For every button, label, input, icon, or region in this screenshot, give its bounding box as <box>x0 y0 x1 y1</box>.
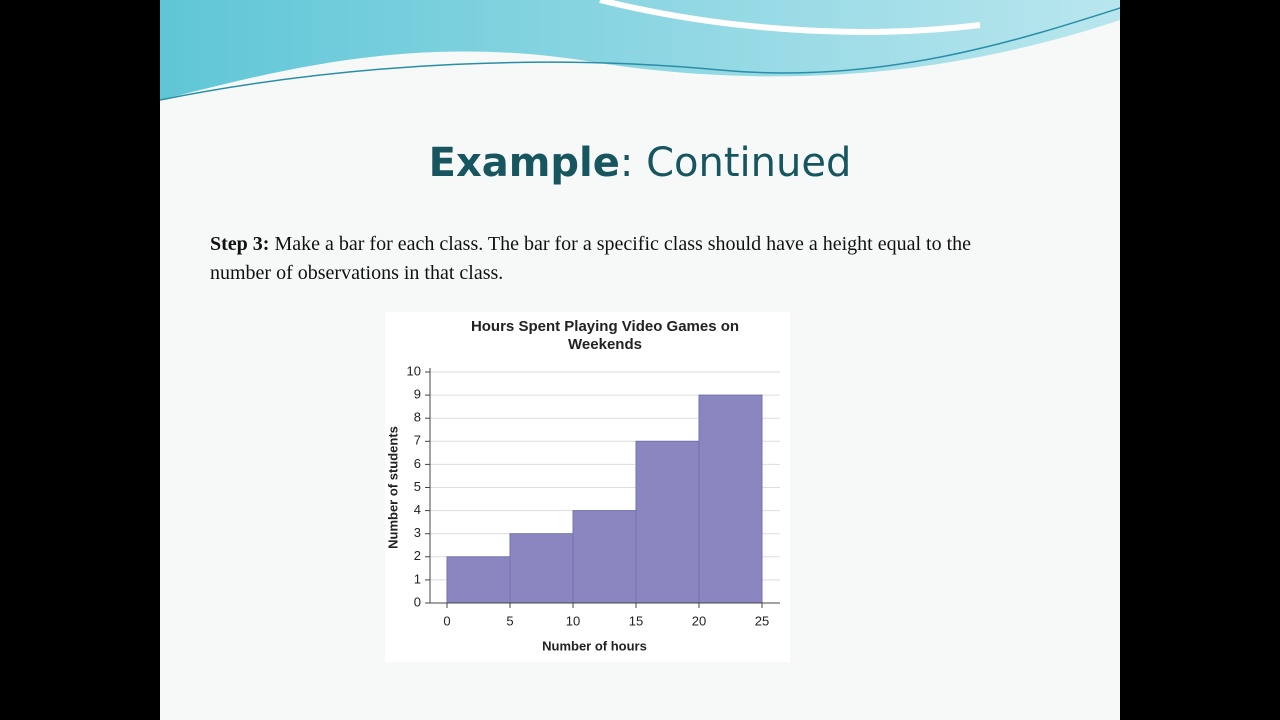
bar <box>572 510 637 604</box>
y-tick-label: 3 <box>414 525 421 540</box>
title-bold: Example <box>428 140 620 186</box>
bar <box>509 533 574 604</box>
header-wave <box>160 0 1120 101</box>
y-tick-label: 1 <box>414 571 421 586</box>
y-tick-label: 2 <box>414 548 421 563</box>
slide-title: Example: Continued <box>160 140 1120 186</box>
y-tick-label: 4 <box>414 502 421 517</box>
x-tick-label: 5 <box>506 613 513 628</box>
x-axis-label: Number of hours <box>542 638 647 653</box>
bar <box>635 440 700 604</box>
y-tick-label: 10 <box>407 363 421 378</box>
y-tick-label: 6 <box>414 456 421 471</box>
x-tick-label: 25 <box>755 613 769 628</box>
y-tick-label: 9 <box>414 387 421 402</box>
step-text: Step 3: Make a bar for each class. The b… <box>210 230 980 288</box>
x-tick-label: 10 <box>566 613 580 628</box>
chart-title: Hours Spent Playing Video Games on Weeke… <box>470 318 740 353</box>
step-body: Make a bar for each class. The bar for a… <box>210 233 972 284</box>
title-rest: : Continued <box>619 140 852 186</box>
y-tick-label: 8 <box>414 410 421 425</box>
y-tick-label: 0 <box>414 594 421 609</box>
bar <box>698 394 763 604</box>
y-tick-label: 5 <box>414 479 421 494</box>
y-tick-label: 7 <box>414 433 421 448</box>
x-tick-label: 15 <box>629 613 643 628</box>
bar <box>446 556 511 604</box>
x-tick-label: 20 <box>692 613 706 628</box>
x-tick-label: 0 <box>443 613 450 628</box>
y-axis-label: Number of students <box>385 426 400 549</box>
step-label: Step 3: <box>210 233 270 255</box>
